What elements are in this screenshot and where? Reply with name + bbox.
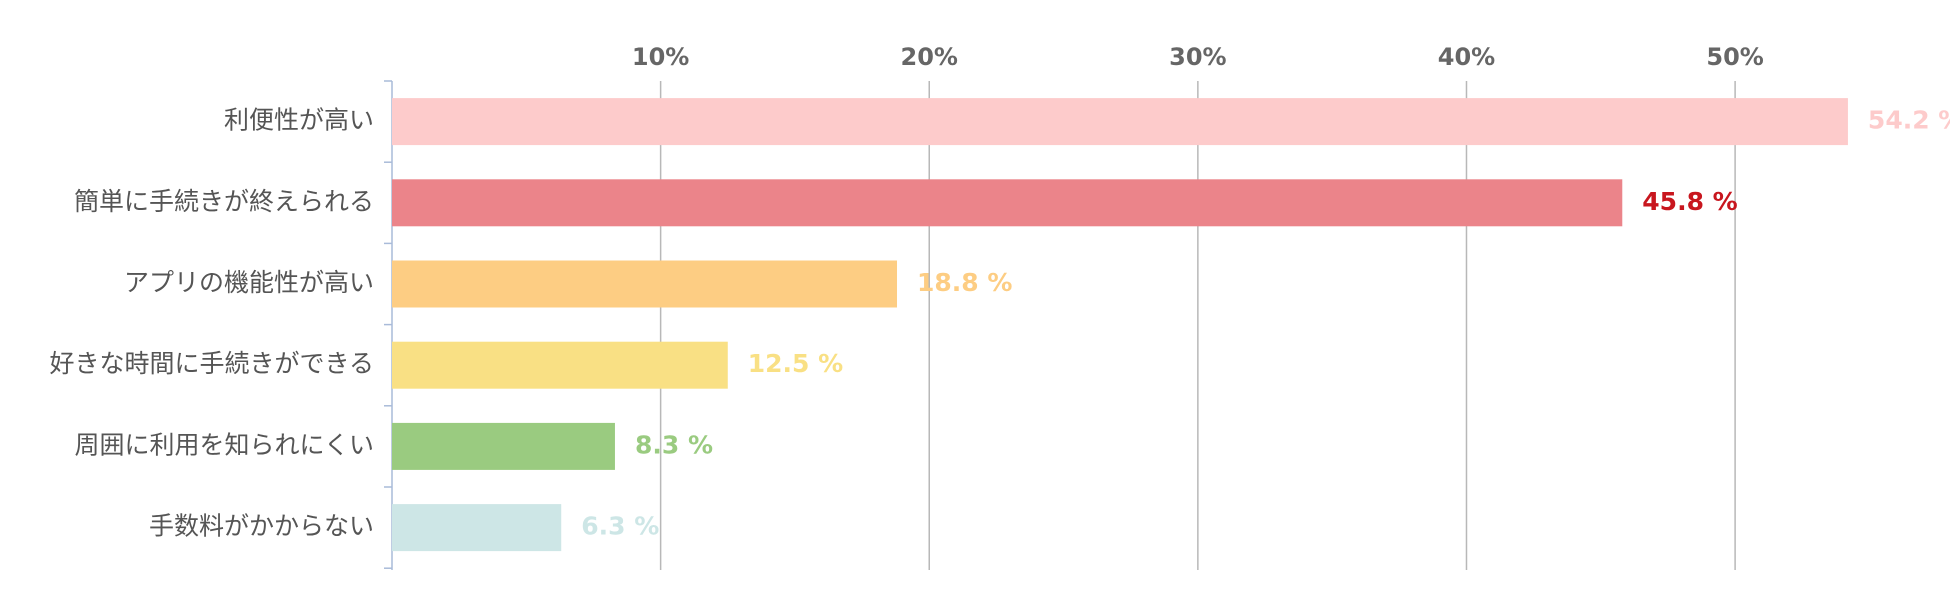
bar: [392, 98, 1848, 146]
x-tick-label: 10%: [632, 43, 689, 71]
category-label: アプリの機能性が高い: [124, 268, 374, 297]
x-tick-label: 50%: [1706, 43, 1763, 71]
bar: [392, 179, 1623, 227]
value-label: 18.8 %: [917, 268, 1012, 297]
bar: [392, 260, 898, 308]
category-label: 利便性が高い: [224, 106, 374, 135]
bar: [392, 422, 615, 470]
value-label: 54.2 %: [1868, 106, 1950, 135]
value-label: 8.3 %: [635, 430, 713, 459]
category-label: 周囲に利用を知られにくい: [74, 430, 374, 459]
x-tick-label: 20%: [901, 43, 958, 71]
x-tick-label: 30%: [1169, 43, 1226, 71]
value-label: 45.8 %: [1642, 187, 1737, 216]
bar: [392, 504, 562, 552]
value-label: 12.5 %: [748, 349, 843, 378]
x-tick-label: 40%: [1438, 43, 1495, 71]
bar: [392, 341, 728, 389]
category-label: 簡単に手続きが終えられる: [74, 187, 374, 216]
category-label: 好きな時間に手続きができる: [49, 349, 374, 378]
category-label: 手数料がかからない: [149, 512, 374, 541]
value-label: 6.3 %: [581, 512, 659, 541]
